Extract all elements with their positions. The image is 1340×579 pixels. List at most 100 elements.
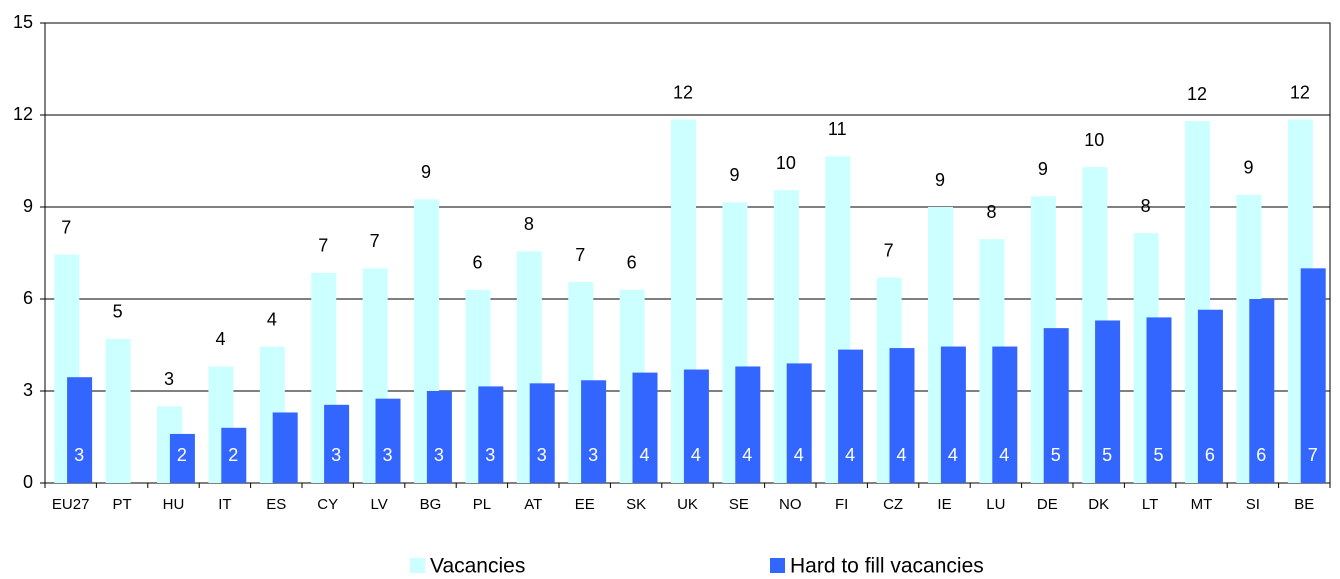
x-tick-label: AT	[524, 496, 542, 513]
data-label: 4	[999, 445, 1009, 465]
data-label: 12	[673, 82, 693, 102]
data-label: 4	[948, 445, 958, 465]
x-tick-label: PT	[113, 496, 132, 513]
data-label: 3	[434, 445, 444, 465]
data-label: 12	[1187, 84, 1207, 104]
data-label: 4	[742, 445, 752, 465]
x-tick-label: LT	[1142, 496, 1158, 513]
data-label: 3	[164, 369, 174, 389]
x-tick-label: DK	[1088, 496, 1109, 513]
data-label: 5	[113, 302, 123, 322]
x-tick-label: NO	[779, 496, 802, 513]
data-label: 9	[1038, 159, 1048, 179]
bar	[1197, 309, 1223, 483]
bar	[632, 372, 658, 483]
data-label: 2	[177, 445, 187, 465]
data-label: 9	[421, 162, 431, 182]
data-label: 2	[228, 445, 238, 465]
x-tick-label: IE	[937, 496, 951, 513]
data-label: 6	[1205, 445, 1215, 465]
y-tick-label: 12	[13, 104, 33, 124]
data-label: 11	[828, 119, 847, 139]
data-label: 7	[575, 245, 585, 265]
x-tick-label: HU	[163, 496, 185, 513]
bar	[478, 386, 504, 483]
x-tick-label: SI	[1246, 496, 1260, 513]
x-tick-label: BG	[420, 496, 442, 513]
data-label: 8	[986, 202, 996, 222]
bar	[1146, 317, 1172, 483]
x-tick-label: CZ	[883, 496, 903, 513]
data-label: 6	[627, 253, 637, 273]
bar	[105, 338, 131, 483]
data-label: 4	[215, 329, 225, 349]
bar	[1043, 328, 1069, 483]
data-label: 4	[794, 445, 804, 465]
data-label: 3	[485, 445, 495, 465]
x-tick-label: LU	[986, 496, 1005, 513]
bar	[1249, 299, 1275, 483]
data-label: 7	[884, 240, 894, 260]
data-label: 3	[588, 445, 598, 465]
data-label: 10	[1084, 130, 1104, 150]
x-tick-label: BE	[1294, 496, 1314, 513]
y-tick-label: 9	[23, 196, 33, 216]
data-label: 9	[935, 170, 945, 190]
data-label: 9	[729, 165, 739, 185]
x-tick-label: EE	[575, 496, 595, 513]
data-label: 4	[845, 445, 855, 465]
y-tick-label: 0	[23, 472, 33, 492]
data-label: 7	[370, 231, 380, 251]
data-label: 6	[472, 253, 482, 273]
data-label: 3	[331, 445, 341, 465]
x-tick-label: SK	[626, 496, 646, 513]
bar	[889, 348, 915, 483]
data-label: 5	[1102, 445, 1112, 465]
bar	[375, 398, 401, 483]
data-label: 8	[1141, 196, 1151, 216]
data-label: 3	[537, 445, 547, 465]
x-tick-label: FI	[835, 496, 848, 513]
data-label: 9	[1243, 157, 1253, 177]
y-tick-label: 15	[13, 12, 33, 32]
bar	[786, 363, 812, 483]
bar	[272, 412, 298, 483]
bar	[324, 404, 350, 483]
bar	[1095, 320, 1121, 483]
bar	[169, 433, 195, 483]
x-tick-label: CY	[317, 496, 338, 513]
bar	[426, 391, 452, 483]
x-tick-label: SE	[729, 496, 749, 513]
bar	[735, 366, 761, 483]
bar	[683, 369, 709, 483]
legend-label: Vacancies	[430, 555, 525, 578]
data-label: 3	[382, 445, 392, 465]
y-tick-label: 6	[23, 288, 33, 308]
y-tick-label: 3	[23, 380, 33, 400]
legend-swatch	[770, 558, 785, 573]
bar	[940, 346, 966, 483]
x-tick-label: EU27	[52, 496, 90, 513]
data-label: 10	[776, 153, 796, 173]
data-label: 4	[267, 309, 277, 329]
data-label: 8	[524, 214, 534, 234]
x-tick-label: ES	[266, 496, 286, 513]
x-tick-label: PL	[473, 496, 491, 513]
data-label: 4	[639, 445, 649, 465]
data-label: 5	[1051, 445, 1061, 465]
data-label: 3	[74, 445, 84, 465]
data-label: 4	[691, 445, 701, 465]
x-tick-label: UK	[677, 496, 698, 513]
data-label: 12	[1290, 82, 1310, 102]
data-label: 5	[1153, 445, 1163, 465]
bar	[529, 383, 555, 483]
x-tick-label: IT	[218, 496, 231, 513]
data-label: 6	[1256, 445, 1266, 465]
bar	[838, 349, 864, 483]
bar	[1300, 268, 1326, 483]
bar	[581, 380, 607, 483]
x-tick-label: MT	[1191, 496, 1213, 513]
data-label: 7	[61, 217, 71, 237]
bar	[67, 377, 93, 483]
